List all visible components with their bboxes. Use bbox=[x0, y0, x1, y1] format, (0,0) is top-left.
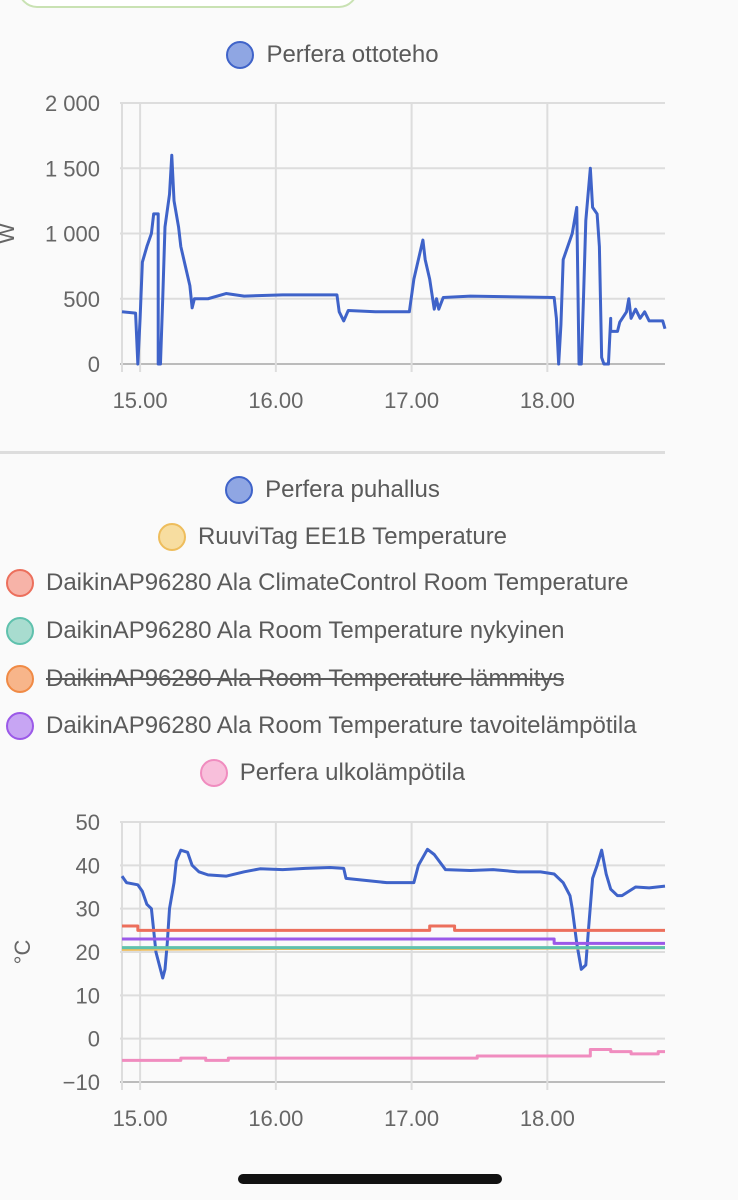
y-axis-label: W bbox=[0, 223, 19, 244]
legend-label: DaikinAP96280 Ala ClimateControl Room Te… bbox=[46, 569, 629, 596]
y-tick-label: 500 bbox=[63, 287, 100, 312]
legend-item[interactable]: RuuviTag EE1B Temperature bbox=[0, 519, 665, 555]
y-tick-label: 2 000 bbox=[45, 91, 100, 116]
legend-item[interactable]: DaikinAP96280 Ala ClimateControl Room Te… bbox=[6, 565, 671, 601]
y-tick-label: 30 bbox=[76, 897, 100, 922]
legend-dot-icon bbox=[6, 569, 34, 597]
x-tick-label: 18.00 bbox=[520, 388, 575, 413]
y-tick-label: 40 bbox=[76, 853, 100, 878]
legend-item[interactable]: Perfera ulkolämpötila bbox=[0, 755, 665, 791]
series-line bbox=[120, 847, 666, 980]
legend-dot-icon bbox=[6, 665, 34, 693]
legend-label: Perfera ottoteho bbox=[266, 41, 439, 68]
legend-item-perfera-ottoteho[interactable]: Perfera ottoteho bbox=[0, 37, 665, 73]
legend-dot-icon bbox=[226, 41, 255, 69]
x-tick-label: 16.00 bbox=[248, 388, 303, 413]
y-tick-label: 50 bbox=[76, 810, 100, 835]
legend-label: Perfera ulkolämpötila bbox=[239, 759, 466, 786]
series-line bbox=[122, 1048, 665, 1062]
filter-chip[interactable] bbox=[18, 0, 358, 8]
series-line bbox=[121, 153, 667, 366]
y-tick-label: 20 bbox=[76, 940, 100, 965]
legend-item[interactable]: DaikinAP96280 Ala Room Temperature tavoi… bbox=[6, 708, 671, 744]
legend-dot-icon bbox=[157, 523, 186, 551]
legend-item[interactable]: DaikinAP96280 Ala Room Temperature nykyi… bbox=[6, 613, 671, 649]
legend-dot-icon bbox=[199, 759, 228, 787]
legend-dot-icon bbox=[6, 712, 34, 740]
y-axis-label: °C bbox=[10, 940, 35, 965]
divider bbox=[0, 451, 665, 454]
y-tick-label: 10 bbox=[76, 983, 100, 1008]
y-tick-label: 0 bbox=[88, 352, 100, 377]
legend-dot-icon bbox=[225, 476, 254, 504]
legend-dot-icon bbox=[6, 617, 34, 645]
home-indicator[interactable] bbox=[238, 1174, 502, 1184]
x-tick-label: 15.00 bbox=[113, 388, 168, 413]
power-chart: 0 500 1 000 1 500 2 000 15.00 16.00 17.00 18.00 W bbox=[0, 91, 667, 413]
y-tick-label: −10 bbox=[63, 1070, 100, 1095]
series-line bbox=[122, 924, 665, 932]
legend-label: Perfera puhallus bbox=[265, 476, 440, 503]
x-tick-label: 18.00 bbox=[520, 1106, 575, 1131]
x-tick-label: 17.00 bbox=[384, 388, 439, 413]
legend-label: DaikinAP96280 Ala Room Temperature tavoi… bbox=[46, 712, 637, 739]
x-tick-label: 15.00 bbox=[113, 1106, 168, 1131]
legend-label: DaikinAP96280 Ala Room Temperature lämmi… bbox=[46, 665, 565, 692]
y-tick-label: 0 bbox=[88, 1027, 100, 1052]
x-tick-label: 16.00 bbox=[248, 1106, 303, 1131]
series-line bbox=[122, 937, 665, 945]
legend-item[interactable]: Perfera puhallus bbox=[0, 472, 665, 508]
y-tick-label: 1 500 bbox=[45, 156, 100, 181]
temperature-chart: −10 0 10 20 30 40 50 15.00 16.00 17.00 18.00 °C bbox=[10, 810, 666, 1131]
legend-item[interactable]: DaikinAP96280 Ala Room Temperature lämmi… bbox=[6, 661, 671, 697]
x-tick-label: 17.00 bbox=[384, 1106, 439, 1131]
y-tick-label: 1 000 bbox=[45, 222, 100, 247]
legend-label: RuuviTag EE1B Temperature bbox=[197, 523, 508, 550]
legend-label: DaikinAP96280 Ala Room Temperature nykyi… bbox=[46, 617, 565, 644]
